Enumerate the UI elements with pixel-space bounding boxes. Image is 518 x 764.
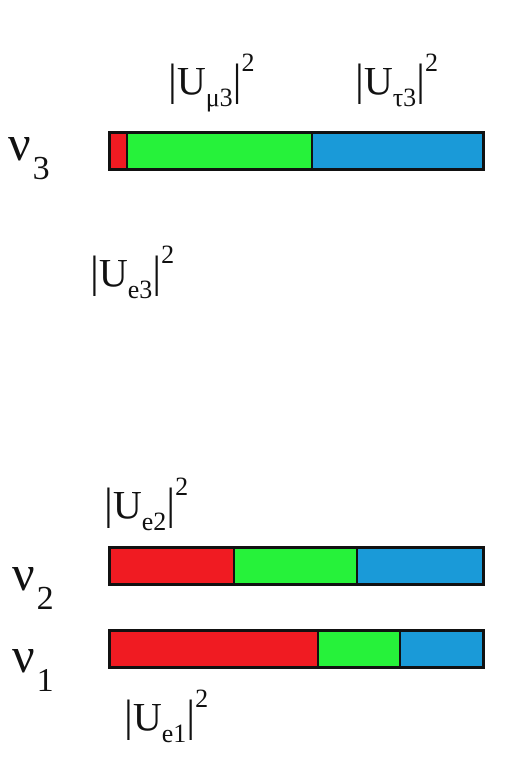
nu1-index: 1 <box>36 661 54 699</box>
nu2-label: ν2 <box>12 548 54 616</box>
nu3-segment-e <box>111 134 126 168</box>
nu3-segment-mu <box>125 134 312 168</box>
u-e1-label: |Ue1|2 <box>124 684 209 749</box>
nu1-bar <box>108 629 485 669</box>
nu2-symbol: ν <box>12 545 35 601</box>
nu3-label: ν3 <box>8 118 50 186</box>
nu2-index: 2 <box>36 579 54 617</box>
nu1-segment-mu <box>316 632 399 666</box>
nu1-symbol: ν <box>12 627 35 683</box>
nu3-segment-tau <box>311 134 482 168</box>
nu1-label: ν1 <box>12 630 54 698</box>
nu3-bar <box>108 131 485 171</box>
u-tau3-label: |Uτ3|2 <box>355 48 438 113</box>
nu1-segment-e <box>111 632 317 666</box>
nu1-segment-tau <box>398 632 482 666</box>
nu3-index: 3 <box>32 149 50 187</box>
u-e3-label: |Ue3|2 <box>90 240 175 305</box>
nu2-bar <box>108 546 485 586</box>
nu2-segment-tau <box>355 549 482 583</box>
nu3-symbol: ν <box>8 115 31 171</box>
u-mu3-label: |Uμ3|2 <box>168 48 255 113</box>
u-e2-label: |Ue2|2 <box>104 472 189 537</box>
nu2-segment-mu <box>233 549 356 583</box>
nu2-segment-e <box>111 549 234 583</box>
